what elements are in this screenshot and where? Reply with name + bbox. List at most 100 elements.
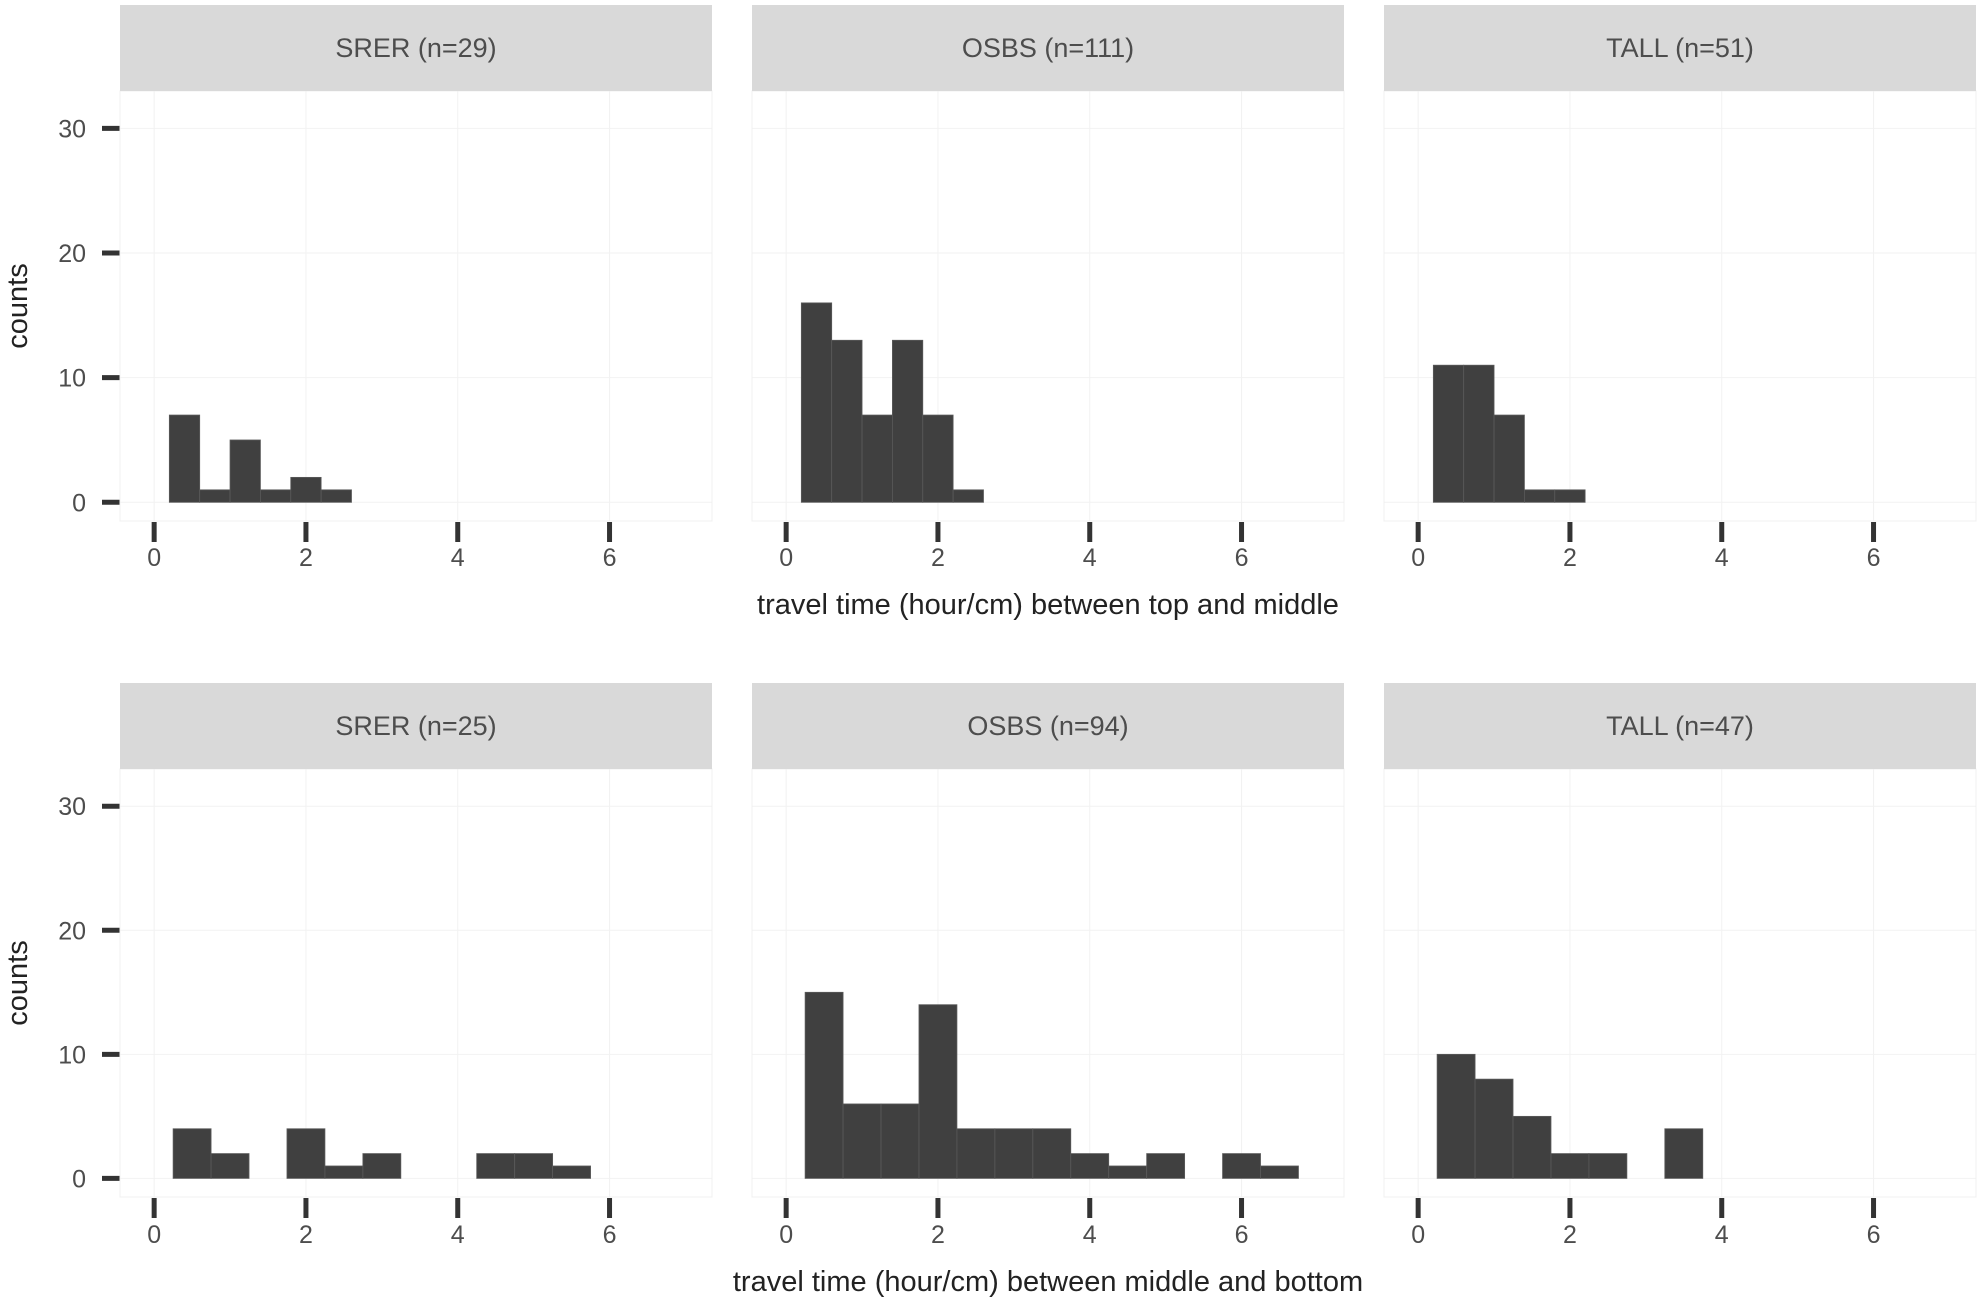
facet-strip xyxy=(1384,5,1976,91)
histogram-bar xyxy=(1524,489,1556,503)
histogram-panel: OSBS (n=94) 0 2 4 6 xyxy=(751,683,1345,1249)
facet-strip-label: SRER (n=25) xyxy=(335,711,496,741)
histogram-bar xyxy=(918,1004,958,1179)
x-tick-label: 0 xyxy=(779,1221,793,1249)
histogram-bar xyxy=(1032,1128,1072,1179)
histogram-bar xyxy=(1222,1153,1261,1179)
histogram-bar xyxy=(362,1153,402,1179)
x-tick-label: 4 xyxy=(451,1221,465,1249)
facet-strip xyxy=(120,5,712,91)
histogram-bar xyxy=(210,1153,250,1179)
x-axis-title: travel time (hour/cm) between top and mi… xyxy=(757,589,1339,621)
histogram-panel: OSBS (n=111) 0 2 4 6 xyxy=(751,5,1345,572)
y-tick-label: 30 xyxy=(58,115,86,143)
histogram-bar xyxy=(880,1103,920,1179)
y-tick-label: 30 xyxy=(58,793,86,821)
histogram-bar xyxy=(1108,1165,1148,1179)
histogram-bar xyxy=(952,489,984,503)
histogram-bar xyxy=(800,302,833,503)
histogram-bar xyxy=(552,1165,591,1179)
histogram-bar xyxy=(476,1153,516,1179)
x-tick-label: 2 xyxy=(299,1221,313,1249)
x-tick-label: 2 xyxy=(1563,1221,1577,1249)
histogram-bar xyxy=(994,1128,1034,1179)
facet-strip-label: OSBS (n=111) xyxy=(962,33,1134,63)
histogram-bar xyxy=(804,991,844,1179)
x-tick-label: 0 xyxy=(1411,544,1425,572)
facet-strip-label: OSBS (n=94) xyxy=(967,711,1128,741)
histogram-bar xyxy=(1070,1153,1110,1179)
facet-strip-label: TALL (n=51) xyxy=(1606,33,1754,63)
facet-strip-label: SRER (n=29) xyxy=(335,33,496,63)
histogram-bar xyxy=(1664,1128,1704,1179)
panel-background xyxy=(120,91,712,521)
histogram-bar xyxy=(922,414,954,503)
y-tick-label: 20 xyxy=(58,240,86,268)
facet-strip-label: TALL (n=47) xyxy=(1606,711,1754,741)
histogram-bar xyxy=(842,1103,882,1179)
x-tick-label: 0 xyxy=(147,544,161,572)
x-axis-title: travel time (hour/cm) between middle and… xyxy=(733,1266,1363,1298)
facet-strip xyxy=(120,683,712,769)
histogram-panel: SRER (n=29) 0 2 4 6 xyxy=(119,5,713,572)
y-axis-title: counts xyxy=(2,263,34,348)
x-tick-label: 4 xyxy=(1083,1221,1097,1249)
histogram-bar xyxy=(320,489,352,503)
x-tick-label: 4 xyxy=(1083,544,1097,572)
x-tick-label: 2 xyxy=(1563,544,1577,572)
histogram-bar xyxy=(286,1128,326,1179)
histogram-bar xyxy=(1146,1153,1186,1179)
x-tick-label: 6 xyxy=(1867,544,1881,572)
panel-background xyxy=(120,769,712,1197)
y-tick-label: 20 xyxy=(58,917,86,945)
histogram-bar xyxy=(1463,364,1495,503)
histogram-bar xyxy=(514,1153,554,1179)
x-tick-label: 4 xyxy=(1715,544,1729,572)
x-tick-label: 6 xyxy=(1235,1221,1249,1249)
histogram-bar xyxy=(168,414,201,503)
histogram-bar xyxy=(831,339,863,503)
histogram-bar xyxy=(324,1165,364,1179)
y-tick-label: 0 xyxy=(72,489,86,517)
facet-strip xyxy=(752,5,1344,91)
histogram-bar xyxy=(1493,414,1525,503)
y-tick-label: 0 xyxy=(72,1165,86,1193)
x-tick-label: 2 xyxy=(299,544,313,572)
x-tick-label: 4 xyxy=(451,544,465,572)
histogram-bar xyxy=(172,1128,212,1179)
histogram-bar xyxy=(199,489,231,503)
histogram-bar xyxy=(1512,1115,1552,1179)
histogram-bar xyxy=(861,414,893,503)
histogram-bar xyxy=(1550,1153,1590,1179)
histogram-bar xyxy=(1474,1078,1514,1179)
y-tick-label: 10 xyxy=(58,365,86,393)
x-tick-label: 4 xyxy=(1715,1221,1729,1249)
histogram-bar xyxy=(1260,1165,1299,1179)
histogram-panel: TALL (n=47) 0 2 4 6 xyxy=(1383,683,1977,1249)
histogram-bar xyxy=(1432,364,1465,503)
histogram-bar xyxy=(1588,1153,1628,1179)
histogram-bar xyxy=(956,1128,996,1179)
x-tick-label: 6 xyxy=(603,544,617,572)
facet-strip xyxy=(1384,683,1976,769)
x-tick-label: 2 xyxy=(931,1221,945,1249)
histogram-bar xyxy=(290,476,322,503)
x-tick-label: 6 xyxy=(1867,1221,1881,1249)
histogram-panel: TALL (n=51) 0 2 4 6 xyxy=(1383,5,1977,572)
y-tick-label: 10 xyxy=(58,1041,86,1069)
histogram-panel: SRER (n=25) 0 2 4 6 xyxy=(119,683,713,1249)
histogram-bar xyxy=(1436,1053,1476,1179)
x-tick-label: 0 xyxy=(147,1221,161,1249)
x-tick-label: 0 xyxy=(1411,1221,1425,1249)
x-tick-label: 6 xyxy=(1235,544,1249,572)
histogram-bar xyxy=(1554,489,1586,503)
histogram-bar xyxy=(892,339,924,503)
y-axis-title: counts xyxy=(2,940,34,1025)
histogram-bar xyxy=(260,489,292,503)
histogram-bar xyxy=(229,439,261,503)
x-tick-label: 6 xyxy=(603,1221,617,1249)
x-tick-label: 2 xyxy=(931,544,945,572)
facet-strip xyxy=(752,683,1344,769)
x-tick-label: 0 xyxy=(779,544,793,572)
